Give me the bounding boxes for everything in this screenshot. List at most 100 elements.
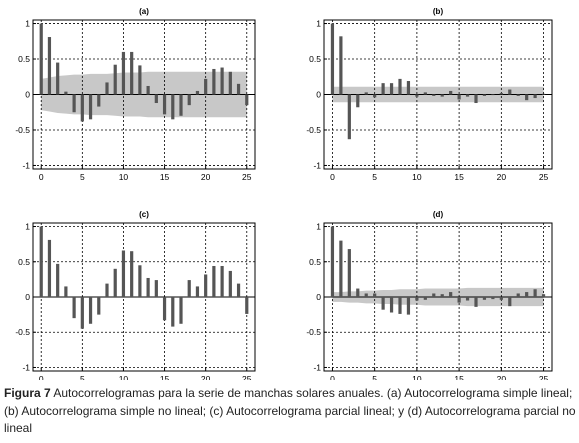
chart-a-bar xyxy=(113,64,117,95)
chart-c-xtick-label: 25 xyxy=(242,374,252,380)
chart-b-bar xyxy=(491,94,495,96)
chart-b-ytick-label: -1 xyxy=(313,160,321,170)
chart-c-bar xyxy=(204,274,208,297)
chart-a-bar xyxy=(212,68,216,95)
chart-c-bar xyxy=(72,297,76,319)
chart-a-ytick-label: -0.5 xyxy=(15,125,30,135)
chart-b: 0 5 10 15 20 25 -1 -0.5 0 0.5 1 (b) xyxy=(306,7,553,182)
chart-b-title: (b) xyxy=(433,7,444,16)
chart-c-bar xyxy=(187,280,191,297)
chart-a-bar xyxy=(88,94,93,120)
chart-d-xtick-label: 0 xyxy=(330,374,335,380)
chart-a-bar xyxy=(47,37,52,95)
chart-b-bar xyxy=(541,93,546,95)
chart-c-xtick-label: 10 xyxy=(119,374,129,380)
chart-a-bar xyxy=(162,94,167,115)
chart-d-xtick-label: 10 xyxy=(412,374,422,380)
chart-d-bar xyxy=(516,293,520,297)
chart-d-bar xyxy=(423,297,427,300)
caption-label: Figura 7 xyxy=(4,386,51,400)
chart-b-bar xyxy=(432,94,436,96)
chart-d-bar xyxy=(474,297,478,307)
chart-c-bar xyxy=(171,297,175,327)
chart-b-bar xyxy=(440,94,444,97)
chart-a-bar xyxy=(130,51,134,95)
chart-c-bar xyxy=(162,297,167,321)
chart-d-bar xyxy=(499,297,503,300)
chart-a-bar xyxy=(245,94,249,106)
chart-c-xtick-label: 0 xyxy=(39,374,44,380)
chart-d-bar xyxy=(533,289,537,297)
chart-c-ytick-label: 0.5 xyxy=(18,257,30,267)
chart-c-title: (c) xyxy=(139,210,149,219)
chart-c-bar xyxy=(146,277,150,297)
chart-c-bar xyxy=(39,226,43,297)
chart-d-ytick-label: 1 xyxy=(316,222,321,232)
chart-d-ytick-label: 0.5 xyxy=(309,257,321,267)
chart-c-bar xyxy=(105,283,109,297)
chart-c-ytick-label: -1 xyxy=(22,362,30,372)
chart-c-bar xyxy=(47,239,52,297)
chart-c-xtick-label: 15 xyxy=(160,374,170,380)
chart-b-ytick-label: 1 xyxy=(316,19,321,29)
chart-d-bar xyxy=(364,293,368,297)
chart-b-xtick-label: 20 xyxy=(497,172,507,182)
chart-c-bar xyxy=(113,268,117,297)
chart-d-bar xyxy=(381,297,385,310)
chart-d-xtick-label: 20 xyxy=(497,374,507,380)
chart-b-ytick-label: 0 xyxy=(316,90,321,100)
chart-c-bar xyxy=(195,286,200,297)
chart-a-xtick-label: 10 xyxy=(119,172,129,182)
chart-b-bar xyxy=(356,94,360,108)
chart-c-bar xyxy=(245,297,249,314)
chart-d-bar xyxy=(432,293,436,297)
chart-d-bar xyxy=(449,292,453,297)
chart-b-bar xyxy=(482,94,487,96)
chart-a-bar xyxy=(187,94,191,106)
chart-c-xtick-label: 20 xyxy=(201,374,211,380)
chart-b-bar xyxy=(465,94,470,97)
chart-a-bar xyxy=(64,91,68,95)
chart-a-bar xyxy=(105,82,109,95)
chart-a-bar xyxy=(236,83,241,95)
chart-d-bar xyxy=(389,297,394,313)
chart-a-xtick-label: 15 xyxy=(160,172,170,182)
chart-b-bar xyxy=(457,94,461,100)
chart-d-xtick-label: 5 xyxy=(372,374,377,380)
chart-b-xtick-label: 25 xyxy=(539,172,549,182)
chart-b-bar xyxy=(499,93,503,95)
chart-b-bar xyxy=(339,36,343,95)
chart-d-bar xyxy=(347,249,351,297)
chart-d-bar xyxy=(440,294,444,297)
chart-c-ytick-label: -0.5 xyxy=(15,327,30,337)
chart-b-bar xyxy=(415,94,419,97)
chart-a-bar xyxy=(179,94,183,116)
chart-c-bar xyxy=(56,263,60,297)
chart-b-bar xyxy=(381,83,385,95)
chart-d-ytick-label: 0 xyxy=(316,292,321,302)
chart-c-bar xyxy=(97,297,101,315)
chart-d-bar xyxy=(339,240,343,297)
chart-b-bar xyxy=(373,94,377,98)
chart-b-bar xyxy=(474,94,478,104)
chart-c-ytick-label: 0 xyxy=(25,292,30,302)
chart-d-bar xyxy=(482,297,487,300)
chart-a-xtick-label: 0 xyxy=(39,172,44,182)
chart-c-bar xyxy=(88,297,93,324)
chart-c-ytick-label: 1 xyxy=(25,222,30,232)
chart-d-bar xyxy=(330,226,335,297)
chart-a-bar xyxy=(220,67,224,95)
chart-b-bar xyxy=(406,81,411,95)
chart-d-bar xyxy=(508,297,512,307)
chart-c-bar xyxy=(64,286,68,297)
chart-a-ytick-label: -1 xyxy=(22,160,30,170)
chart-d-bar xyxy=(525,292,529,297)
chart-a-bar xyxy=(195,90,200,95)
chart-b-ytick-label: -0.5 xyxy=(306,125,321,135)
chart-b-xtick-label: 10 xyxy=(412,172,422,182)
chart-d-bar xyxy=(465,297,470,301)
chart-c-bar xyxy=(80,297,84,329)
chart-d-bar xyxy=(457,297,461,303)
chart-d-title: (d) xyxy=(433,210,444,219)
chart-a-bar xyxy=(97,94,101,107)
